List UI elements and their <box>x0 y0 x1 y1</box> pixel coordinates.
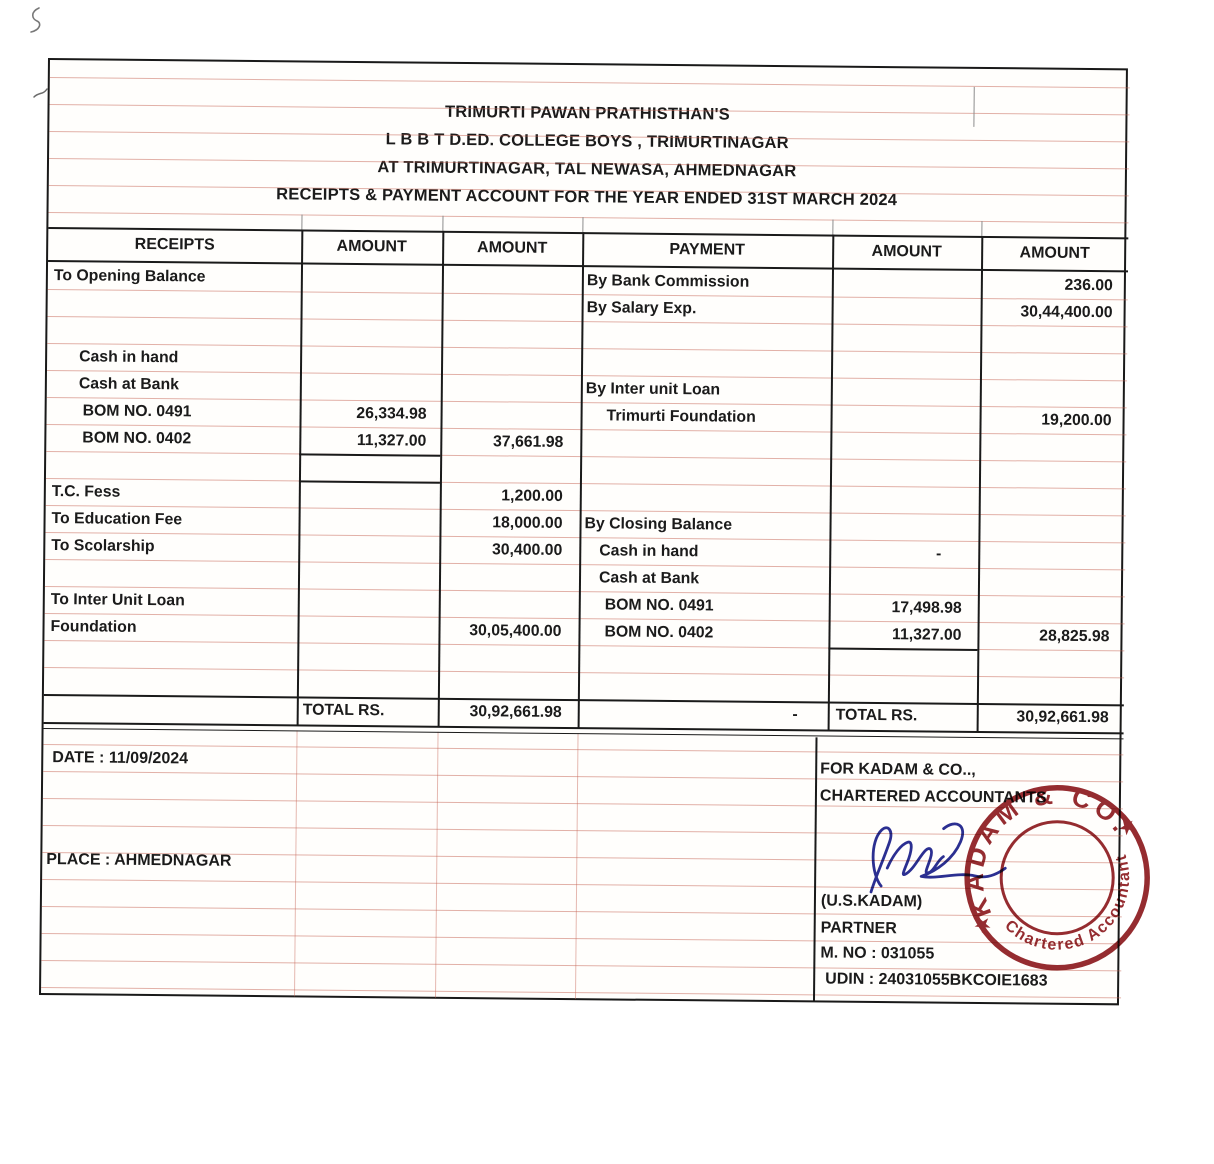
column-header-amount-1: AMOUNT <box>336 237 407 256</box>
totals-payments-label: TOTAL RS. <box>835 706 918 725</box>
payment-label: By Bank Commission <box>586 272 750 291</box>
column-header-payment: PAYMENT <box>669 240 746 259</box>
receipt-amount-total: 30,05,400.00 <box>469 622 562 640</box>
ruled-line <box>43 743 1124 756</box>
ruled-line <box>48 212 1129 224</box>
ruled-line <box>45 558 1126 571</box>
receipt-label: Foundation <box>50 618 137 636</box>
ruled-line <box>46 424 1127 436</box>
ruled-line <box>45 477 1126 490</box>
gridline-tick <box>832 219 834 235</box>
signature <box>869 822 1007 894</box>
ruled-line <box>47 343 1128 355</box>
ruled-line <box>49 77 1130 89</box>
totals-receipts-amount: 30,92,661.98 <box>469 703 562 721</box>
payment-label: By Salary Exp. <box>586 299 697 318</box>
ruled-line <box>49 104 1130 116</box>
payment-label: BOM NO. 0491 <box>604 596 714 615</box>
column-rule <box>296 229 303 726</box>
payment-amount-total: 28,825.98 <box>1039 627 1110 646</box>
receipt-label: To Scolarship <box>51 537 155 556</box>
payment-label: Cash at Bank <box>598 569 700 588</box>
totals-bottom-rule-2 <box>43 727 1124 740</box>
gridline-tick <box>582 217 584 233</box>
gridline-tick <box>442 215 444 231</box>
ruled-line <box>46 451 1127 463</box>
payment-amount-bank: - <box>935 545 942 563</box>
ruled-line <box>44 585 1125 598</box>
receipt-amount-bank: 26,334.98 <box>356 404 427 423</box>
receipt-amount-total: 18,000.00 <box>492 514 563 532</box>
payment-amount-bank: 17,498.98 <box>891 599 962 617</box>
receipt-label: Cash at Bank <box>78 375 180 394</box>
ruled-line-vertical <box>434 731 439 998</box>
payment-amount-bank: 11,327.00 <box>892 626 962 644</box>
pen-mark <box>33 88 48 98</box>
gridline-tick <box>981 220 983 236</box>
ruled-line <box>49 158 1129 170</box>
column-header-receipts: RECEIPTS <box>134 235 215 254</box>
date-label: DATE : 11/09/2024 <box>52 749 189 768</box>
totals-payments-amount: 30,92,661.98 <box>1016 708 1109 727</box>
stamp: KADAM & CO. Chartered Accountant ★ ★ <box>922 742 1161 981</box>
ruled-line <box>44 666 1125 679</box>
receipt-label: To Inter Unit Loan <box>50 591 185 610</box>
payment-amount-total: 30,44,400.00 <box>1020 303 1113 322</box>
payment-label: By Inter unit Loan <box>585 380 721 399</box>
payment-amount-total: 19,200.00 <box>1041 411 1112 430</box>
ruled-line <box>49 131 1130 143</box>
receipt-amount-bank: 11,327.00 <box>356 431 427 450</box>
receipt-amount-total: 30,400.00 <box>491 541 563 559</box>
receipt-label: Cash in hand <box>79 348 179 367</box>
payment-amount-total: 236.00 <box>1064 276 1113 295</box>
document-page: TRIMURTI PAWAN PRATHISTHAN'S L B B T D.E… <box>39 58 1161 1006</box>
place-label: PLACE : AHMEDNAGAR <box>46 851 232 870</box>
signatory-designation: PARTNER <box>820 919 897 938</box>
payment-label: BOM NO. 0402 <box>604 623 714 642</box>
receipt-label: To Opening Balance <box>53 267 206 286</box>
footer-divider-rule <box>812 737 818 1002</box>
column-header-amount-2: AMOUNT <box>477 239 548 257</box>
receipt-label: To Education Fee <box>51 510 183 529</box>
totals-receipts-label: TOTAL RS. <box>302 701 385 720</box>
ruled-line <box>44 612 1125 625</box>
column-rule <box>577 232 584 729</box>
gridline-tick <box>973 86 975 127</box>
receipt-label: BOM NO. 0491 <box>82 402 192 421</box>
pen-mark <box>30 7 41 33</box>
ruled-line-vertical <box>294 730 298 997</box>
receipt-amount-total: 37,661.98 <box>492 433 564 451</box>
receipt-label: T.C. Fess <box>51 483 121 501</box>
totals-payment-dash: - <box>792 706 798 724</box>
subtotal-rule-receipts <box>298 480 440 484</box>
column-header-amount-4: AMOUNT <box>1019 244 1090 263</box>
receipt-label: BOM NO. 0402 <box>82 429 192 448</box>
stamp-inner-ring <box>999 820 1115 936</box>
payment-label: Cash in hand <box>599 542 699 561</box>
gridline-tick <box>301 214 303 230</box>
payment-label: Trimurti Foundation <box>606 407 756 426</box>
membership-number: M. NO : 031055 <box>820 944 935 963</box>
ruled-line-vertical <box>574 733 579 1000</box>
stamp-outer-ring <box>964 784 1150 971</box>
column-rule <box>827 234 834 731</box>
ruled-line <box>48 185 1129 197</box>
column-rule <box>437 230 444 727</box>
payment-label: By Closing Balance <box>584 515 733 534</box>
receipt-amount-total: 1,200.00 <box>501 487 563 505</box>
column-header-amount-3: AMOUNT <box>871 242 942 261</box>
